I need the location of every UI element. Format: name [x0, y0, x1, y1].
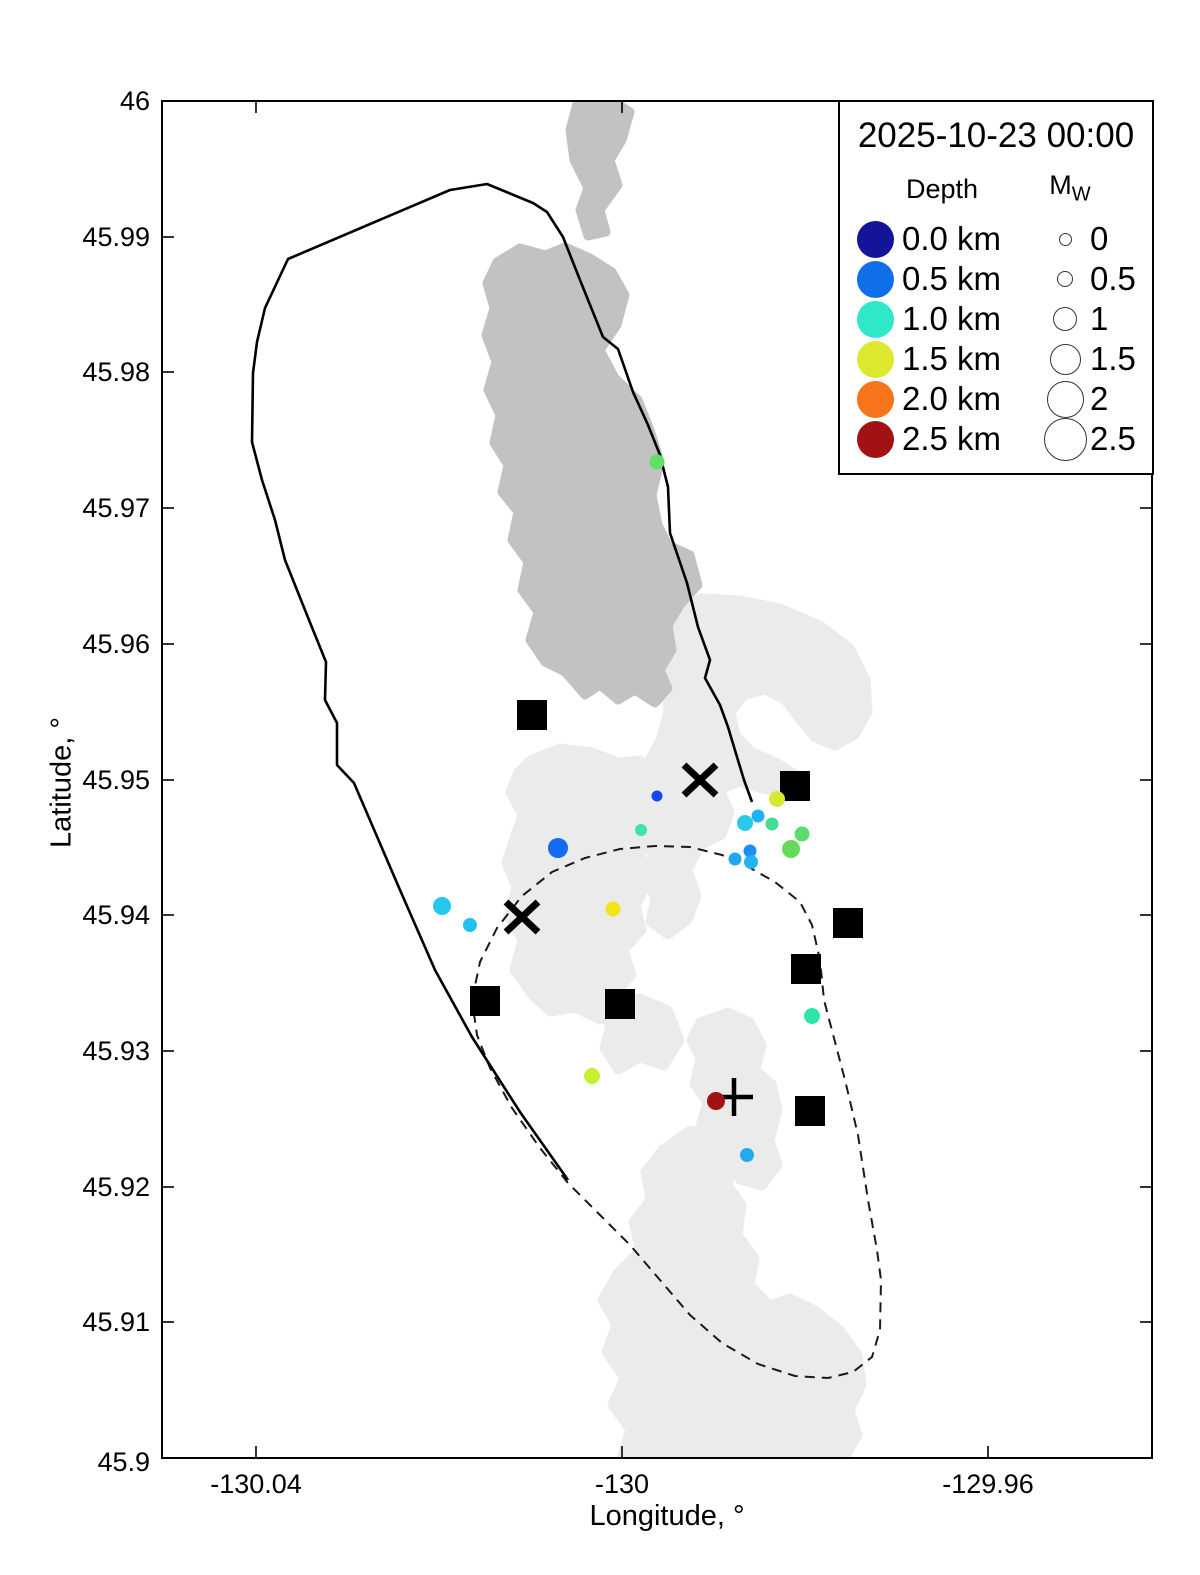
earthquake-point	[707, 1092, 725, 1110]
depth-label: 2.5 km	[902, 420, 1002, 457]
station-square	[470, 986, 500, 1016]
depth-swatch	[857, 260, 894, 298]
earthquake-point	[605, 901, 621, 917]
depth-swatch	[857, 340, 894, 378]
caldera-rim	[250, 182, 754, 1181]
depth-label: 2.0 km	[902, 380, 1002, 417]
xtick-label: -130	[594, 1469, 650, 1499]
depth-label: 1.0 km	[902, 300, 1002, 337]
legend-depth-header: Depth	[905, 174, 979, 204]
ytick-label: 45.96	[82, 629, 150, 659]
mw-size-circle	[1046, 380, 1084, 418]
depth-label: 0.5 km	[902, 260, 1002, 297]
earthquake-point	[744, 855, 758, 869]
station-square	[833, 908, 863, 938]
station-square	[780, 771, 810, 801]
earthquake-point	[433, 897, 451, 915]
mw-size-circle	[1053, 307, 1077, 331]
mw-label: 2.5	[1090, 420, 1136, 457]
earthquake-point	[463, 918, 477, 932]
station-square	[605, 989, 635, 1019]
mw-symbol: M	[1049, 170, 1072, 200]
legend-title: 2025-10-23 00:00	[857, 116, 1135, 155]
ytick-label: 45.9	[97, 1447, 150, 1477]
bathymetry-light-region	[501, 743, 661, 1025]
mw-label: 2	[1090, 380, 1109, 417]
depth-swatch	[857, 420, 894, 458]
dashed-outline	[470, 844, 883, 1380]
earthquake-point	[548, 838, 568, 858]
earthquake-point	[794, 826, 810, 842]
earthquake-point	[782, 840, 800, 858]
xtick-label: -129.96	[942, 1469, 1034, 1499]
depth-swatch	[857, 380, 894, 418]
legend-row: 0.0 km 0	[840, 219, 1152, 259]
depth-swatch	[857, 300, 894, 338]
depth-label: 1.5 km	[902, 340, 1002, 377]
ytick-label: 46	[119, 86, 150, 116]
mw-size-circle	[1057, 271, 1073, 287]
legend-mw-header: MW	[1040, 170, 1100, 206]
ytick-label: 45.98	[82, 357, 150, 387]
legend-row: 1.5 km 1.5	[840, 339, 1152, 379]
legend-row: 0.5 km 0.5	[840, 259, 1152, 299]
legend-row: 2.0 km 2	[840, 379, 1152, 419]
earthquake-point	[651, 790, 663, 802]
mw-size-circle	[1049, 343, 1081, 375]
ytick-label: 45.92	[82, 1172, 150, 1202]
legend-row: 1.0 km 1	[840, 299, 1152, 339]
earthquake-point	[740, 1148, 754, 1162]
earthquake-point	[765, 817, 779, 831]
x-marker	[503, 899, 541, 935]
depth-label: 0.0 km	[902, 220, 1002, 257]
mw-subscript: W	[1071, 183, 1091, 206]
ytick-label: 45.95	[82, 765, 150, 795]
ytick-label: 45.99	[82, 222, 150, 252]
earthquake-point	[584, 1068, 600, 1084]
earthquake-point	[769, 791, 785, 807]
map-layers	[250, 101, 883, 1458]
bathymetry-medium-region	[565, 101, 635, 241]
station-square	[791, 954, 821, 984]
y-axis-title: Latitude, °	[45, 717, 78, 848]
ytick-label: 45.91	[82, 1307, 150, 1337]
mw-size-circle	[1058, 232, 1072, 246]
xtick-label: -130.04	[210, 1469, 302, 1499]
earthquake-point	[804, 1008, 820, 1024]
earthquake-point	[649, 454, 665, 470]
bathymetry-light-region	[597, 1125, 867, 1458]
earthquake-point	[743, 844, 757, 858]
earthquake-point	[635, 824, 647, 836]
x-marker	[681, 762, 719, 798]
station-square	[517, 700, 547, 730]
mw-size-circle	[1043, 417, 1087, 461]
bathymetry-medium-region	[481, 242, 703, 708]
mw-label: 1.5	[1090, 340, 1136, 377]
station-square	[795, 1096, 825, 1126]
legend-row: 2.5 km 2.5	[840, 417, 1152, 461]
legend: 2025-10-23 00:00 Depth MW 0.0 km 0 0.5 km 0…	[838, 100, 1154, 475]
depth-swatch	[857, 220, 894, 258]
earthquake-point	[728, 852, 742, 866]
earthquake-point	[737, 815, 753, 831]
mw-label: 0.5	[1090, 260, 1136, 297]
ytick-label: 45.94	[82, 900, 150, 930]
earthquake-point	[751, 809, 765, 823]
mw-label: 0	[1090, 220, 1109, 257]
mw-label: 1	[1090, 300, 1109, 337]
ytick-label: 45.97	[82, 493, 150, 523]
x-axis-title: Longitude, °	[589, 1500, 745, 1532]
ytick-label: 45.93	[82, 1036, 150, 1066]
